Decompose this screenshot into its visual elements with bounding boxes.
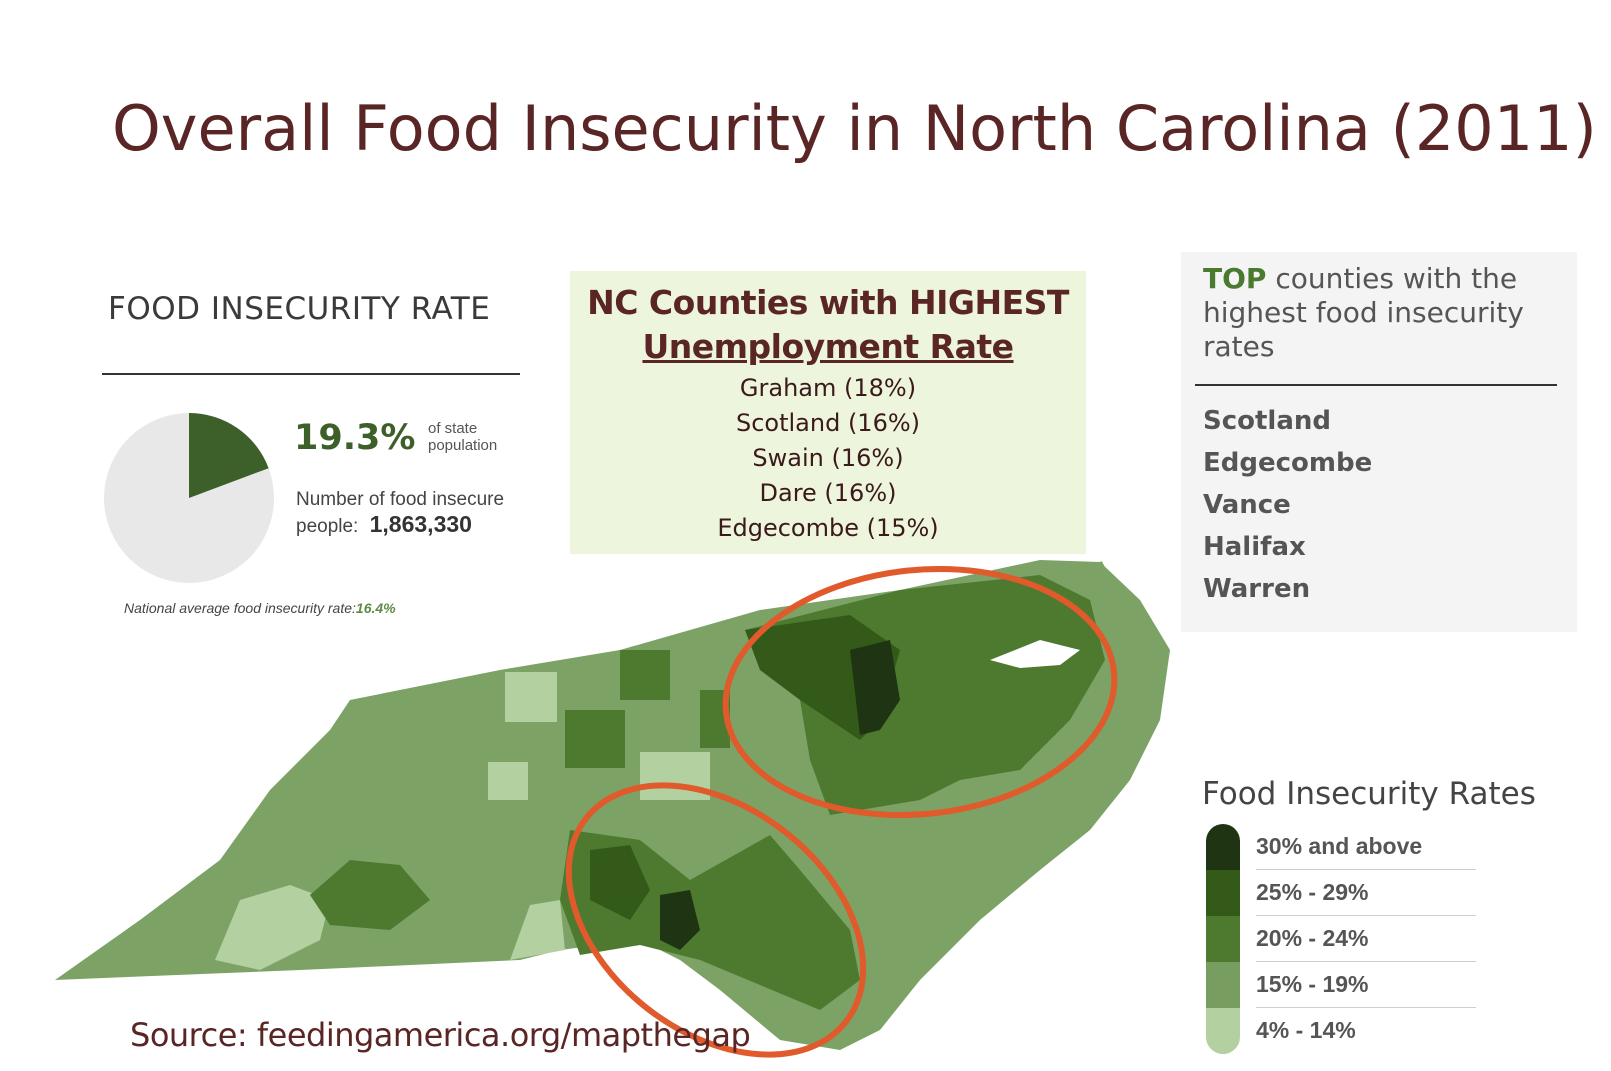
legend-item: 25% - 29% <box>1206 870 1476 916</box>
legend-label: 15% - 19% <box>1256 971 1369 997</box>
people-count-label: Number of food insecure people: <box>296 489 505 537</box>
county-ne-darkest <box>850 640 900 735</box>
national-average-value: 16.4% <box>355 600 396 616</box>
legend-title: Food Insecurity Rates <box>1202 776 1536 812</box>
legend-swatch <box>1206 1008 1240 1054</box>
legend-label: 4% - 14% <box>1256 1017 1356 1043</box>
legend-swatch <box>1206 824 1240 870</box>
county-light-1 <box>505 672 557 722</box>
top-counties-heading-accent: TOP <box>1203 262 1267 295</box>
unemployment-item: Dare (16%) <box>759 479 897 507</box>
national-average-label: National average food insecurity rate: <box>124 600 356 616</box>
legend: 30% and above 25% - 29% 20% - 24% 15% - … <box>1206 824 1476 1054</box>
unemployment-box: NC Counties with HIGHEST Unemployment Ra… <box>570 271 1086 554</box>
pie-slice <box>189 413 269 498</box>
highlight-ring-northeast <box>722 565 1118 819</box>
slide-title: Overall Food Insecurity in North Carolin… <box>112 92 1597 165</box>
top-counties-heading: TOP counties with the highest food insec… <box>1203 262 1573 364</box>
unemployment-title-line2: Unemployment Rate <box>642 327 1014 366</box>
county-mid-3 <box>620 650 670 700</box>
top-counties-heading-rest: counties with the highest food insecurit… <box>1203 262 1524 363</box>
county-light-5 <box>510 900 565 960</box>
top-counties-list: Scotland Edgecombe Vance Halifax Warren <box>1203 400 1372 610</box>
unemployment-item: Graham (18%) <box>739 374 917 402</box>
unemployment-title-line1: NC Counties with HIGHEST <box>587 283 1069 322</box>
people-count-value: 1,863,330 <box>369 511 472 537</box>
county-se-dark <box>660 890 700 950</box>
county-scotland-area <box>590 845 650 920</box>
county-mid-2 <box>565 710 625 768</box>
fir-heading: FOOD INSECURITY RATE <box>108 291 491 327</box>
source-citation: Source: feedingamerica.org/mapthegap <box>130 1016 751 1054</box>
national-average: National average food insecurity rate:16… <box>124 600 396 616</box>
legend-label: 20% - 24% <box>1256 925 1369 951</box>
unemployment-item: Edgecombe (15%) <box>717 514 939 542</box>
legend-label: 25% - 29% <box>1256 879 1369 905</box>
unemployment-item: Swain (16%) <box>752 444 904 472</box>
county-mid-1 <box>310 860 430 930</box>
top-counties-divider <box>1195 384 1557 386</box>
legend-label: 30% and above <box>1256 833 1423 859</box>
state-rate-value: 19.3% <box>294 418 416 458</box>
people-count: Number of food insecure people: 1,863,33… <box>296 488 536 539</box>
albemarle-sound <box>990 640 1080 668</box>
top-county-item: Scotland <box>1203 406 1332 436</box>
legend-swatch <box>1206 916 1240 962</box>
legend-swatch <box>1206 870 1240 916</box>
top-county-item: Vance <box>1203 490 1291 520</box>
legend-item: 20% - 24% <box>1206 916 1476 962</box>
top-county-item: Edgecombe <box>1203 448 1373 478</box>
unemployment-item: Scotland (16%) <box>735 409 921 437</box>
top-counties-panel: TOP counties with the highest food insec… <box>1181 252 1577 632</box>
outer-banks <box>1098 561 1163 741</box>
highlight-ring-southeast <box>565 782 867 1058</box>
fir-divider <box>102 373 520 375</box>
top-county-item: Warren <box>1203 574 1311 604</box>
unemployment-list: Graham (18%) Scotland (16%) Swain (16%) … <box>570 371 1086 546</box>
legend-item: 30% and above <box>1206 824 1476 870</box>
top-county-item: Halifax <box>1203 532 1306 562</box>
county-light-4 <box>215 885 330 970</box>
state-rate-pie <box>104 413 274 583</box>
legend-item: 4% - 14% <box>1206 1008 1476 1054</box>
state-rate-note: of state population <box>428 420 498 454</box>
legend-item: 15% - 19% <box>1206 962 1476 1008</box>
legend-swatch <box>1206 962 1240 1008</box>
county-light-2 <box>488 762 528 800</box>
